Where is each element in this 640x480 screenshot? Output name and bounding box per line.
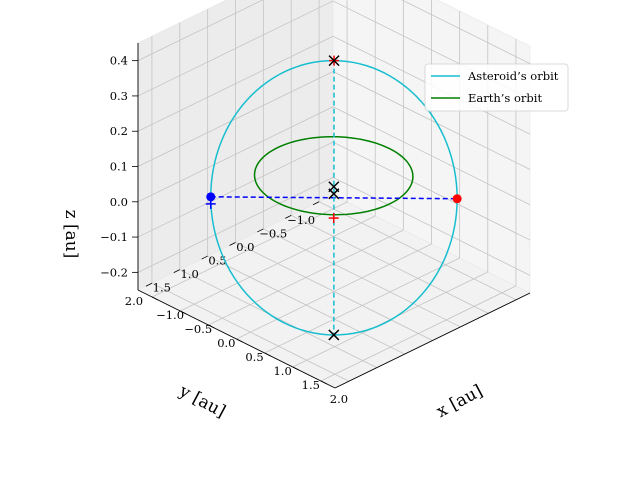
grid-z-right xyxy=(332,71,531,170)
z-tick-label: 0.1 xyxy=(110,160,128,174)
x-tick-label: 1.0 xyxy=(273,364,291,378)
point-marker xyxy=(452,194,462,204)
grid-z-right xyxy=(332,106,531,206)
grid-z-left xyxy=(137,35,334,132)
y-tick-label: 0.5 xyxy=(208,254,226,268)
grid-lines xyxy=(137,0,531,382)
y-tick-mark xyxy=(173,269,180,274)
grid-z-left xyxy=(137,106,334,203)
y-tick-mark xyxy=(285,214,292,219)
cross-marker xyxy=(328,55,340,67)
y-tick-label: −0.5 xyxy=(259,226,287,240)
x-axis-line xyxy=(334,292,531,389)
grid-z-left xyxy=(137,141,334,238)
tick-marks xyxy=(132,60,328,385)
x-tick-mark xyxy=(180,310,187,315)
point-marker xyxy=(206,192,216,202)
x-tick-mark xyxy=(320,380,328,385)
grid-y-floor xyxy=(291,214,489,314)
grid-y-floor xyxy=(151,282,350,382)
grid-z-right xyxy=(332,141,531,241)
grid-y-floor xyxy=(207,255,405,355)
y-tick-label: 2.0 xyxy=(125,294,143,308)
grid-z-left xyxy=(137,176,334,273)
earth-orbit-line xyxy=(253,135,414,216)
x-tick-mark xyxy=(151,296,159,301)
y-tick-label: 1.0 xyxy=(180,267,198,281)
grid-z-left xyxy=(137,0,264,62)
z-tick-label: 0.2 xyxy=(110,124,128,138)
x-tick-label: 0.0 xyxy=(217,336,235,350)
cross-marker xyxy=(328,329,340,341)
y-axis-label: y [au] xyxy=(175,381,229,422)
grid-z-left xyxy=(137,0,334,97)
legend-label-earth: Earth’s orbit xyxy=(468,91,542,105)
x-tick-mark xyxy=(208,324,215,329)
cross-marker xyxy=(328,188,340,200)
z-tick-label: 0.3 xyxy=(110,89,128,103)
y-tick-label: 0.0 xyxy=(236,240,254,254)
grid-z-left xyxy=(137,71,334,167)
y-tick-mark xyxy=(201,255,208,260)
y-tick-mark xyxy=(312,201,320,206)
x-tick-label: −0.5 xyxy=(184,322,212,336)
data-markers xyxy=(205,55,462,341)
y-tick-label: −1.0 xyxy=(287,213,315,227)
z-axis-label: z [au] xyxy=(61,210,81,259)
grid-z-right xyxy=(332,176,531,276)
y-tick-mark xyxy=(257,228,264,233)
y-tick-label: 1.5 xyxy=(153,281,171,295)
legend-label-asteroid: Asteroid’s orbit xyxy=(467,69,559,83)
x-tick-label: 2.0 xyxy=(330,392,348,406)
legend: Asteroid’s orbit Earth’s orbit xyxy=(424,63,569,112)
x-tick-mark xyxy=(292,366,299,371)
x-tick-label: 0.5 xyxy=(245,350,263,364)
grid-y-floor xyxy=(235,242,433,341)
x-axis-label: x [au] xyxy=(433,381,486,422)
grid-y-floor xyxy=(179,269,377,369)
y-tick-mark xyxy=(145,282,153,287)
z-tick-label: −0.1 xyxy=(100,230,128,244)
x-tick-mark xyxy=(236,338,243,343)
x-tick-label: 1.5 xyxy=(302,378,320,392)
legend-box xyxy=(424,63,569,112)
grid-y-floor xyxy=(318,201,517,301)
z-tick-label: 0.0 xyxy=(110,195,128,209)
grid-y-floor xyxy=(263,228,461,328)
x-tick-mark xyxy=(264,352,271,357)
z-tick-label: −0.2 xyxy=(100,265,128,279)
tick-labels: −1.0−0.50.00.51.01.52.0−1.0−0.50.00.51.0… xyxy=(100,54,348,406)
x-tick-label: −1.0 xyxy=(156,308,184,322)
z-tick-label: 0.4 xyxy=(110,54,128,68)
grid-z-right xyxy=(401,0,531,65)
y-tick-mark xyxy=(229,242,236,246)
